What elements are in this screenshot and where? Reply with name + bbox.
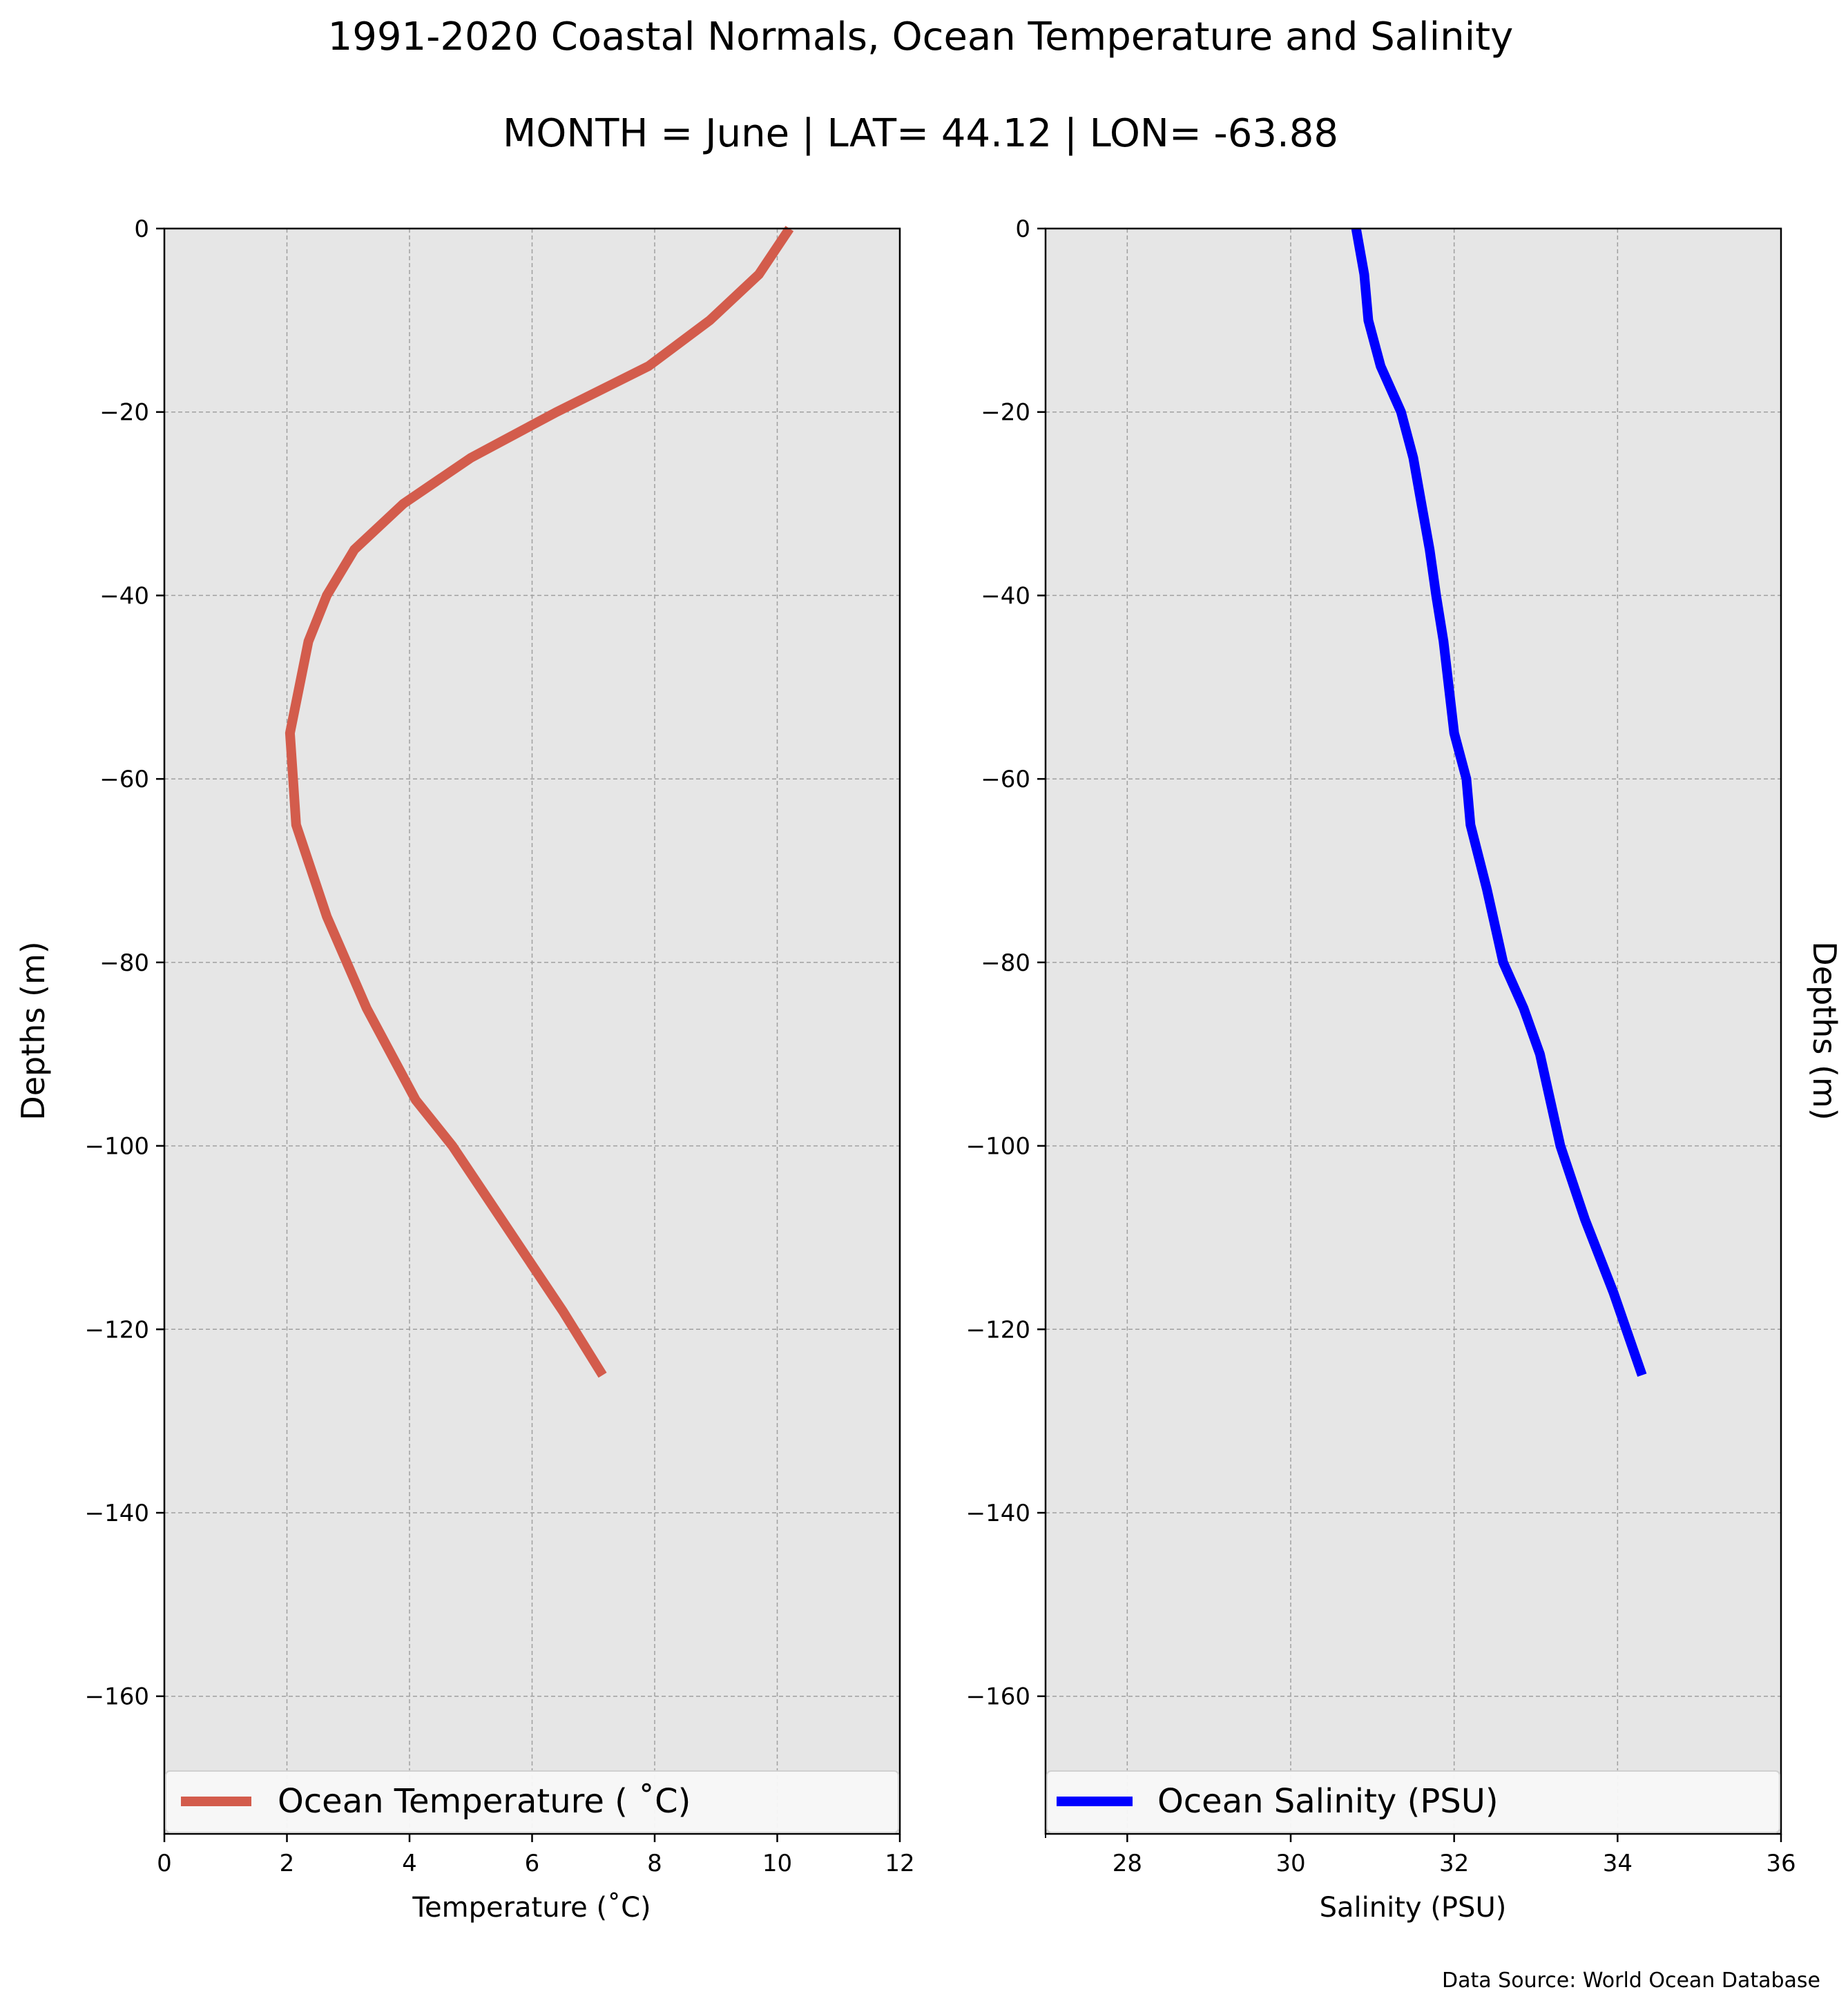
temperature-legend-label: Ocean Temperature ( ˚C) [278,1782,691,1821]
salinity-y-tick-label: −60 [981,766,1030,793]
temperature-ticks: 0 2 4 6 8 10 12 0 −20 −40 −60 −80 −100 −120 −140 −160 [85,215,915,1877]
temperature-x-tick-label: 10 [762,1850,792,1877]
temperature-y-tick-label: −100 [85,1133,149,1161]
right-y-axis-label: Depths (m) [1806,941,1843,1120]
temperature-series [285,226,794,1378]
chart-subtitle: MONTH = June | LAT= 44.12 | LON= -63.88 [503,111,1338,156]
temperature-profile-line [285,226,794,1378]
temperature-x-axis-label: Temperature (˚C) [412,1892,651,1924]
temperature-x-tick-label: 2 [280,1850,295,1877]
salinity-y-tick-label: −80 [981,949,1030,977]
temperature-legend: Ocean Temperature ( ˚C) [165,1770,899,1833]
salinity-gridlines [1046,229,1781,1834]
temperature-y-tick-label: −60 [99,766,149,793]
left-y-axis-label: Depths (m) [15,941,52,1120]
temperature-x-tick-label: 4 [402,1850,417,1877]
salinity-panel: 28 30 32 34 360−20−40−60−80−100−120−140−160 … [966,215,1843,1924]
temperature-y-tick-label: −140 [85,1500,149,1527]
salinity-y-tick-label: −40 [981,582,1030,610]
salinity-x-tick-label: 30 [1276,1850,1305,1877]
salinity-y-tick-label: 0 [1015,215,1030,243]
salinity-x-tick-label: 34 [1603,1850,1633,1877]
salinity-y-tick-label: −160 [966,1683,1030,1711]
salinity-profile-line [1351,227,1647,1377]
temperature-panel: 0 2 4 6 8 10 12 0 −20 −40 −60 −80 −100 −120 −140 −160 O… [15,215,915,1924]
salinity-x-tick-label: 36 [1766,1850,1796,1877]
temperature-legend-box [165,1770,899,1833]
salinity-plot-frame [1044,227,1782,1835]
temperature-y-tick-label: 0 [134,215,149,243]
temperature-x-tick-label: 6 [525,1850,540,1877]
salinity-plot-background [1046,229,1781,1834]
salinity-series [1351,227,1647,1377]
salinity-x-tick-label: 28 [1113,1850,1142,1877]
data-source-note: Data Source: World Ocean Database [1442,1968,1820,1993]
chart-title: 1991-2020 Coastal Normals, Ocean Tempera… [328,14,1514,59]
temperature-y-tick-label: −40 [99,582,149,610]
temperature-x-tick-label: 0 [157,1850,172,1877]
salinity-legend: Ocean Salinity (PSU) [1046,1770,1780,1833]
salinity-y-tick-label: −140 [966,1500,1030,1527]
temperature-x-tick-label: 12 [885,1850,914,1877]
temperature-y-tick-label: −160 [85,1683,149,1711]
temperature-y-tick-label: −20 [99,399,149,427]
temperature-y-tick-label: −80 [99,949,149,977]
salinity-y-tick-label: −120 [966,1316,1030,1344]
salinity-x-axis-label: Salinity (PSU) [1320,1892,1507,1924]
temperature-y-tick-label: −120 [85,1316,149,1344]
temperature-gridlines [164,229,900,1834]
salinity-y-tick-label: −20 [981,399,1030,427]
salinity-x-tick-label: 32 [1439,1850,1469,1877]
salinity-legend-label: Ocean Salinity (PSU) [1157,1782,1499,1821]
temperature-x-tick-label: 8 [647,1850,662,1877]
salinity-ticks: 28 30 32 34 36 0 −20 −40 −60 −80 −100 −120 −140 −160 [966,215,1796,1877]
salinity-legend-box [1046,1770,1780,1833]
salinity-y-tick-label: −100 [966,1133,1030,1161]
